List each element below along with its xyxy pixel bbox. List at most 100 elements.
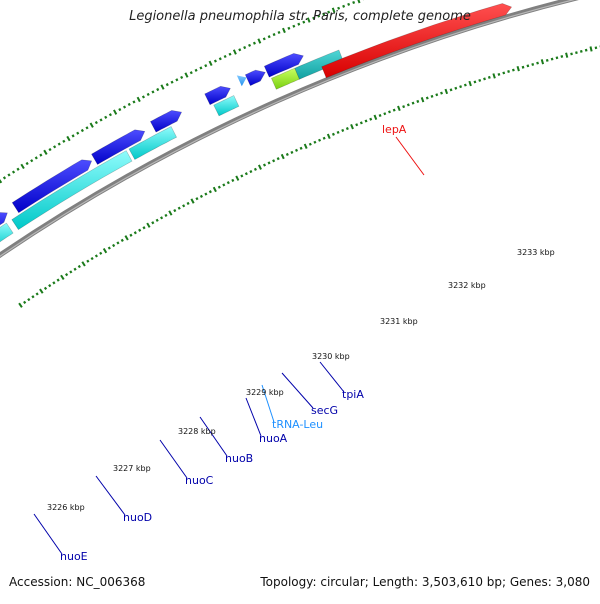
outer-ring-tick (357, 0, 361, 4)
inner-ring-tick (94, 254, 98, 258)
inner-ring-tick (208, 190, 212, 194)
outer-ring-tick (262, 37, 266, 41)
gene-nuoA-cyan (213, 95, 240, 117)
inner-ring-tick (235, 175, 240, 181)
inner-ring-tick (257, 164, 262, 170)
outer-ring-tick (282, 27, 286, 34)
inner-ring-tick (299, 146, 303, 150)
outer-ring-tick (272, 33, 276, 37)
inner-ring-tick (584, 48, 588, 52)
gene-label-tpia: tpiA (342, 388, 364, 401)
outer-ring-tick (113, 109, 118, 115)
inner-ring-tick (536, 61, 539, 65)
outer-ring-tick (175, 78, 179, 82)
inner-ring-tick (402, 105, 406, 109)
outer-ring-tick (243, 46, 247, 50)
scale-label-6: 3232 kbp (448, 281, 486, 290)
leader-nuob (199, 416, 228, 457)
inner-ring-tick (589, 46, 593, 52)
scale-label-5: 3231 kbp (380, 317, 418, 326)
outer-ring-tick (25, 161, 29, 166)
gene-label-nuob: nuoB (225, 452, 253, 465)
tick-ring (0, 0, 600, 308)
inner-ring-tick (142, 226, 146, 230)
inner-ring-tick (204, 192, 208, 196)
outer-ring-tick (218, 57, 222, 61)
gene-label-trna-leu: tRNA-Leu (272, 418, 323, 431)
inner-ring-tick (73, 267, 77, 271)
inner-ring-tick (531, 63, 535, 66)
inner-ring-tick (497, 72, 501, 76)
gene-label-secg: secG (311, 404, 338, 417)
inner-ring-tick (444, 88, 449, 95)
gene-blue-left (0, 212, 8, 226)
outer-ring-tick (104, 115, 108, 119)
leader-tpia (319, 361, 345, 393)
inner-ring-tick (579, 49, 583, 53)
inner-ring-tick (280, 153, 285, 160)
inner-ring-tick (285, 152, 289, 157)
leader-trna-leu (261, 384, 275, 423)
gene-secG-blue (244, 69, 266, 86)
inner-ring-tick (459, 85, 463, 89)
inner-ring-tick (43, 286, 48, 290)
inner-ring-tick (478, 78, 482, 82)
outer-ring-tick (146, 92, 150, 97)
inner-ring-tick (336, 130, 340, 134)
inner-ring-tick (290, 150, 294, 154)
inner-ring-tick (392, 108, 396, 112)
outer-ring-tick (85, 126, 89, 130)
inner-ring-tick (116, 241, 120, 245)
gene-nuoD-cyan (11, 150, 133, 231)
scale-labels: 3226 kbp 3227 kbp 3228 kbp 3229 kbp 3230 kbp… (47, 248, 555, 512)
outer-ring-tick (89, 122, 94, 128)
outer-ring-tick (94, 120, 98, 125)
outer-ring-tick (337, 6, 341, 10)
label-leaders (33, 136, 425, 555)
backbone-arc (0, 0, 579, 259)
outer-ring-tick (62, 139, 66, 143)
inner-ring-tick (253, 167, 257, 171)
outer-ring-tick (2, 176, 7, 180)
outer-ring-tick (228, 52, 232, 56)
inner-ring-tick (322, 136, 326, 140)
gene-track (0, 3, 513, 243)
inner-ring-tick (355, 123, 359, 127)
inner-ring-tick (276, 157, 280, 161)
outer-ring-tick (267, 35, 271, 39)
inner-ring-tick (420, 97, 425, 103)
inner-ring-tick (240, 174, 244, 178)
outer-ring-tick (80, 128, 84, 133)
genome-summary-text: Topology: circular; Length: 3,503,610 bp… (260, 575, 590, 589)
outer-ring-tick (189, 71, 193, 75)
inner-ring-tick (168, 210, 173, 216)
inner-ring-tick (359, 121, 363, 125)
inner-ring-tick (411, 101, 415, 105)
inner-ring-tick (212, 186, 217, 193)
inner-ring-tick (195, 197, 199, 201)
outer-ring-tick (99, 118, 103, 122)
gene-label-nuod: nuoD (123, 511, 152, 524)
inner-ring-tick (341, 128, 345, 132)
inner-ring-tick (350, 123, 354, 130)
inner-ring-tick (86, 259, 90, 263)
inner-ring-tick (521, 65, 525, 69)
inner-ring-tick (555, 56, 559, 60)
inner-ring-tick (468, 80, 472, 87)
outer-ring-tick (160, 84, 165, 90)
outer-ring-tick (232, 49, 237, 55)
leader-nuoe (33, 513, 63, 555)
leader-nuod (95, 475, 126, 516)
outer-ring-tick (30, 159, 34, 163)
outer-ring-tick (208, 60, 213, 67)
inner-ring-tick (133, 231, 137, 235)
inner-ring-tick (177, 206, 181, 210)
outer-ring-tick (48, 147, 52, 152)
inner-ring-tick (199, 194, 203, 198)
outer-ring-tick (252, 41, 256, 45)
backbone-highlight (0, 0, 576, 257)
genome-backbone (0, 0, 579, 259)
inner-ring-tick (406, 103, 410, 107)
inner-ring-tick (308, 142, 312, 146)
